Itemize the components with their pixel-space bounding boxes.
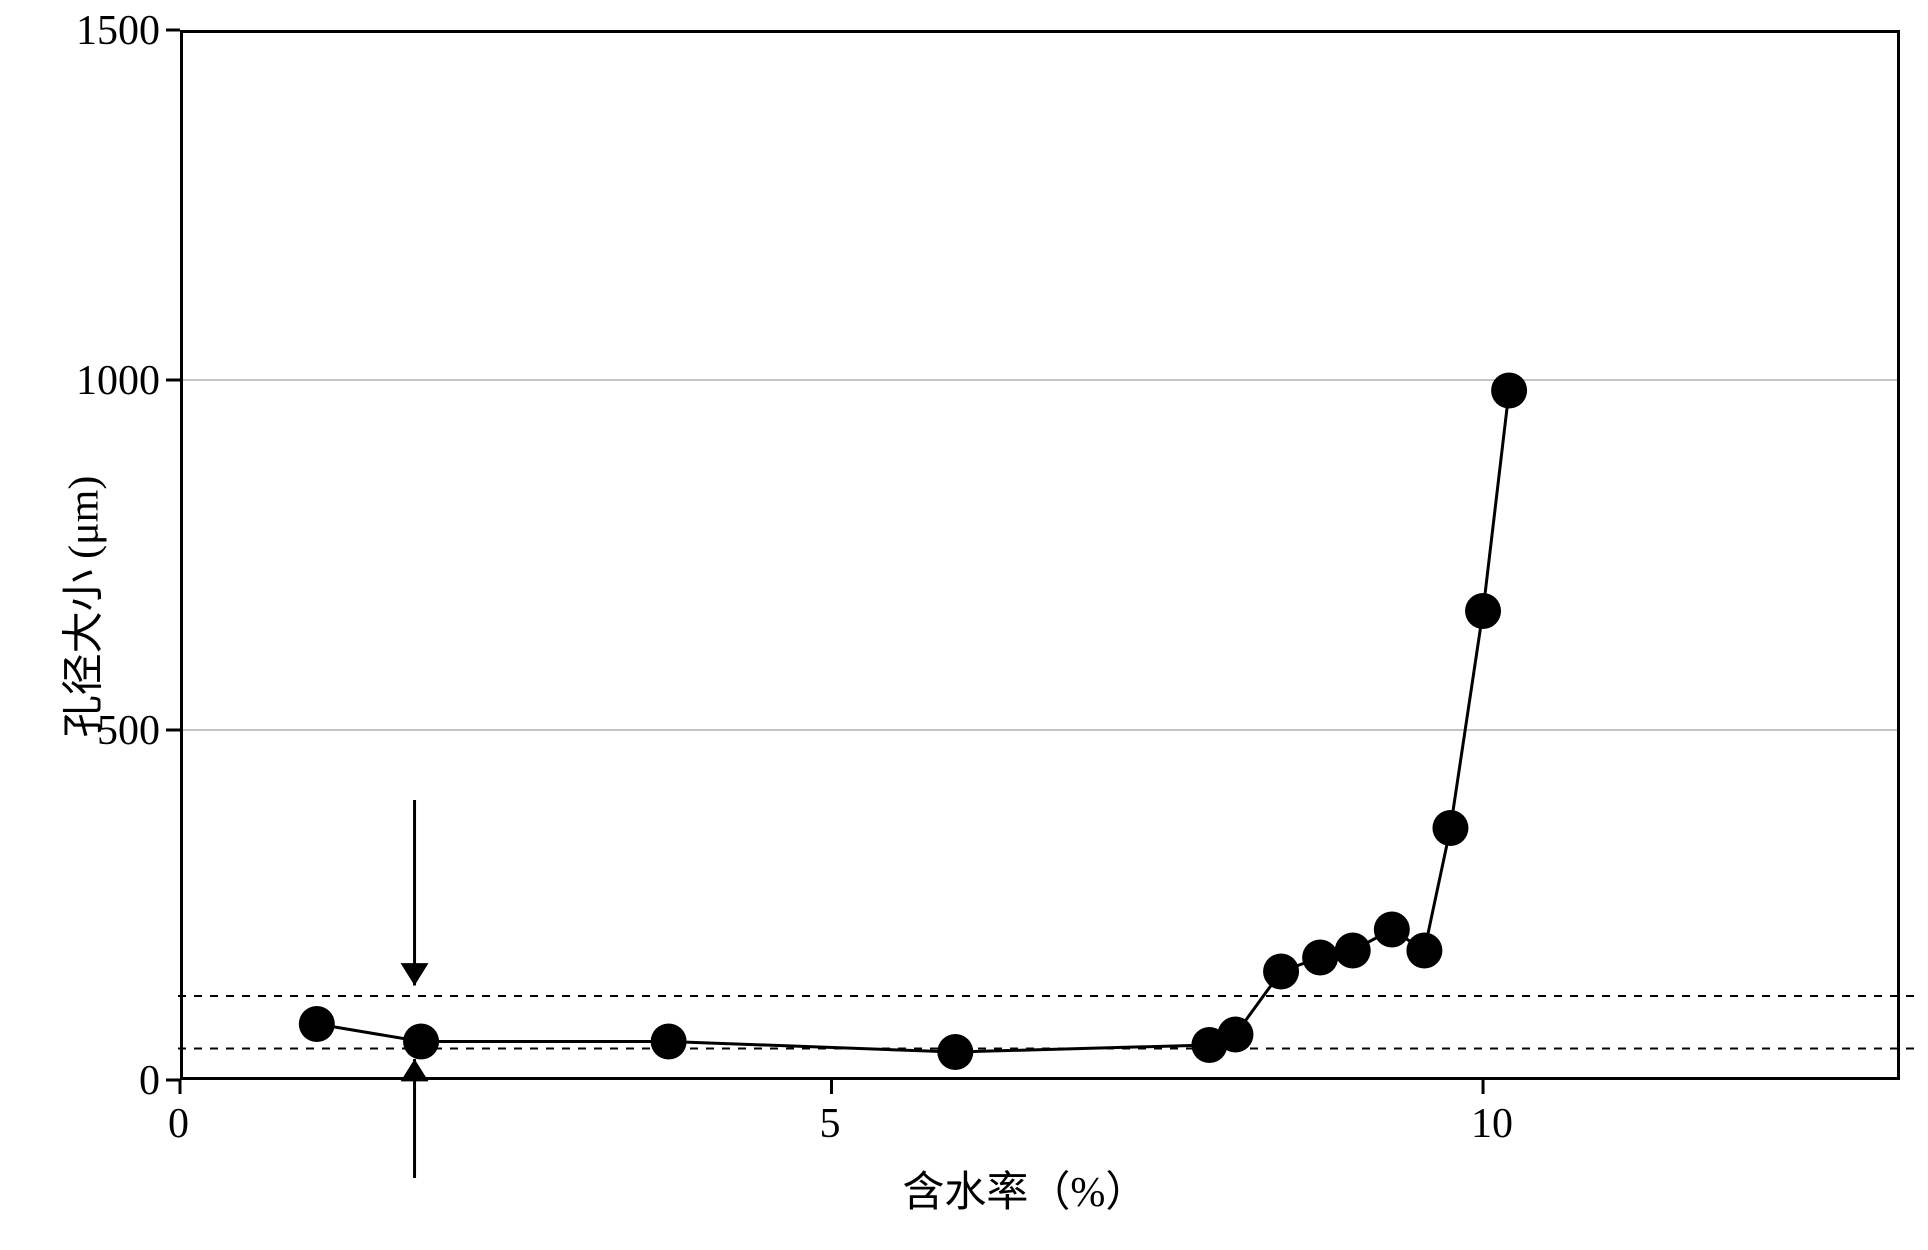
y-tick-label: 1000 xyxy=(76,357,160,405)
y-tick-label: 1500 xyxy=(76,7,160,55)
y-tick-label: 0 xyxy=(139,1057,160,1105)
y-tick-label: 500 xyxy=(97,707,160,755)
x-tick-label: 5 xyxy=(820,1100,841,1148)
x-axis-label: 含水率（%） xyxy=(902,1158,1147,1219)
chart-container: 孔径大小 (μm) 含水率（%） 0500100015000510 xyxy=(0,0,1928,1250)
plot-area xyxy=(180,30,1900,1080)
x-tick-label: 10 xyxy=(1471,1100,1513,1148)
x-tick-label: 0 xyxy=(168,1100,189,1148)
